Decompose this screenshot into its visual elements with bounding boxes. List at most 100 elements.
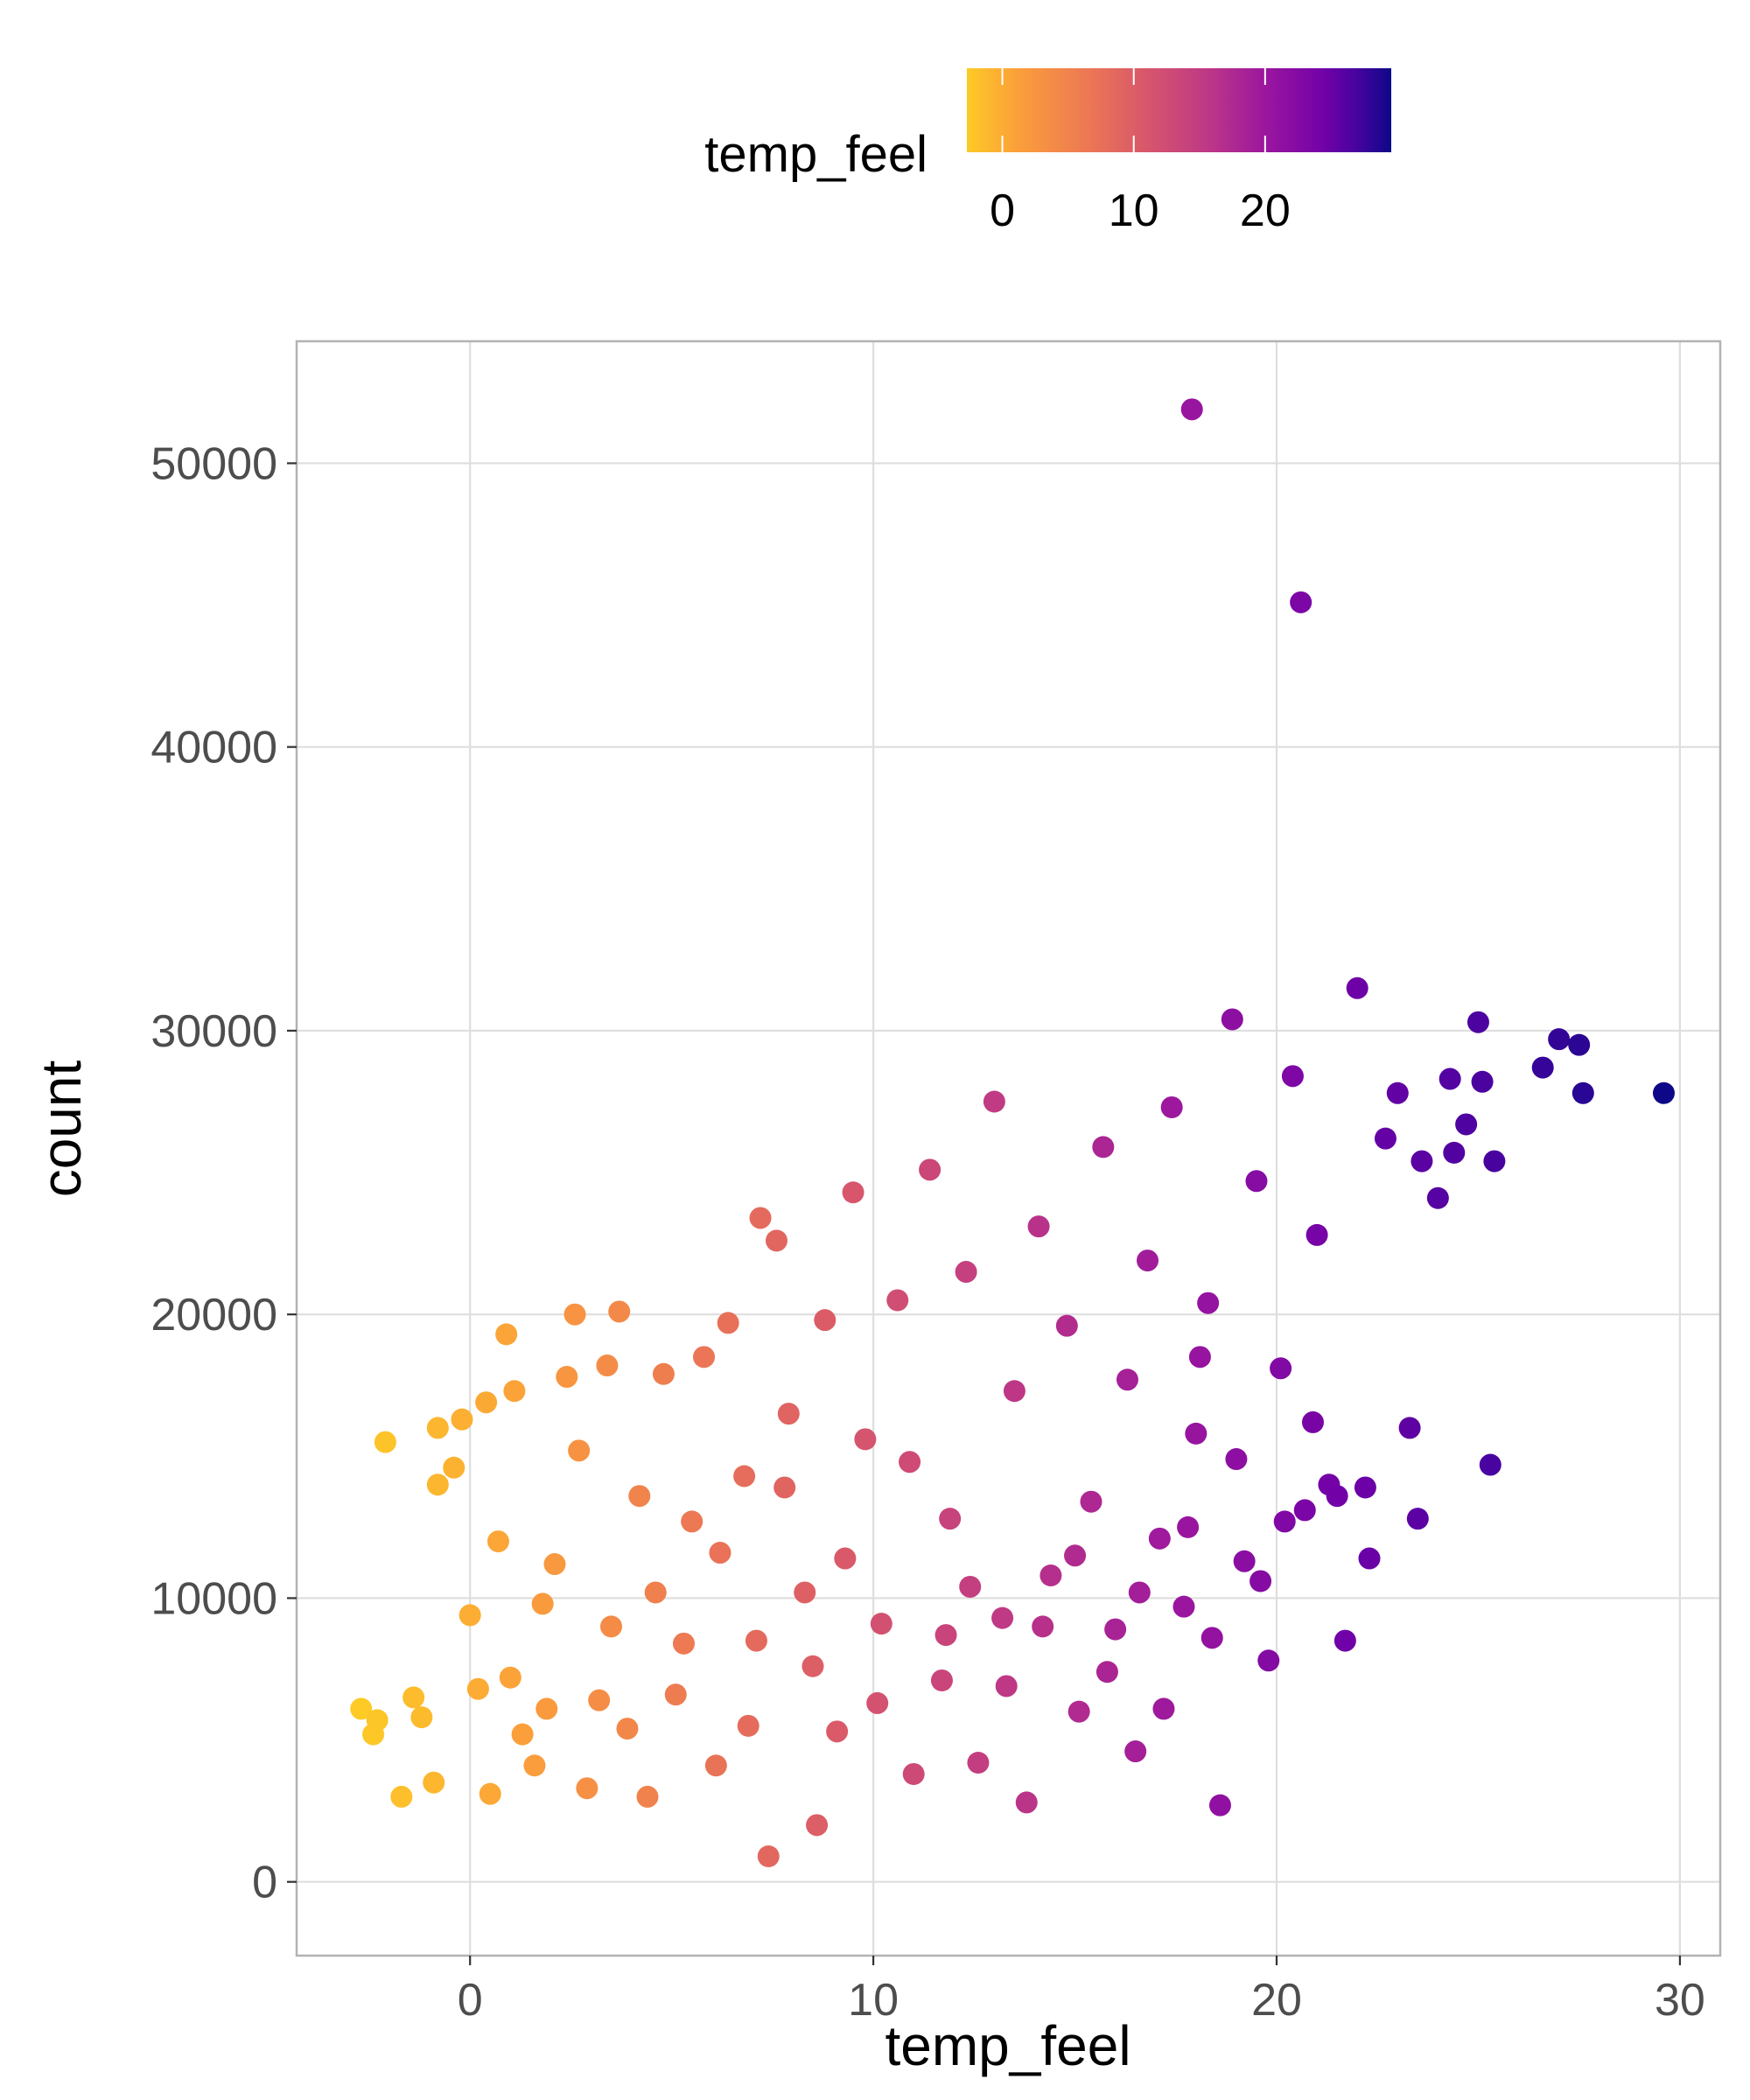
data-point: [543, 1553, 566, 1576]
data-point: [777, 1403, 800, 1425]
x-tick-label: 10: [848, 1975, 899, 2026]
data-point: [1410, 1150, 1433, 1172]
data-point: [1027, 1215, 1050, 1238]
data-point: [486, 1530, 509, 1553]
data-point: [1172, 1595, 1195, 1618]
data-point: [757, 1845, 780, 1868]
data-point: [1257, 1649, 1280, 1672]
data-point: [458, 1604, 481, 1627]
data-point: [1281, 1065, 1304, 1088]
data-point: [1233, 1550, 1256, 1572]
data-point: [443, 1456, 466, 1479]
legend-tick-label: 10: [1109, 186, 1159, 236]
data-point: [737, 1714, 760, 1737]
data-point: [1548, 1028, 1571, 1051]
panel-background: [297, 341, 1720, 1956]
data-point: [1068, 1700, 1090, 1723]
data-point: [991, 1606, 1014, 1629]
data-point: [616, 1718, 639, 1740]
data-point: [967, 1752, 990, 1774]
data-point: [1148, 1527, 1171, 1550]
data-point: [814, 1309, 836, 1332]
data-point: [1358, 1547, 1381, 1570]
data-point: [1152, 1698, 1175, 1720]
legend: temp_feel 0 10 20: [704, 68, 1391, 236]
data-point: [1124, 1740, 1147, 1763]
data-point: [1177, 1516, 1200, 1538]
data-point: [495, 1323, 518, 1346]
data-point: [1652, 1082, 1675, 1104]
data-point: [842, 1181, 864, 1204]
data-point: [374, 1431, 396, 1453]
data-point: [568, 1439, 591, 1462]
legend-ticks: 0 10 20: [990, 68, 1291, 236]
y-axis-title: count: [30, 1060, 93, 1198]
data-point: [596, 1354, 619, 1377]
data-point: [806, 1814, 829, 1837]
data-point: [899, 1451, 921, 1474]
data-point: [1180, 398, 1203, 421]
legend-title: temp_feel: [704, 126, 928, 183]
data-point: [1245, 1170, 1268, 1193]
data-point: [1104, 1618, 1127, 1641]
data-point: [1398, 1417, 1421, 1439]
data-point: [636, 1785, 659, 1808]
y-tick-label: 10000: [150, 1573, 277, 1624]
data-point: [870, 1613, 892, 1635]
data-point: [681, 1510, 704, 1533]
data-point: [1374, 1127, 1396, 1150]
data-point: [672, 1632, 695, 1655]
data-point: [600, 1615, 623, 1638]
data-point: [499, 1666, 522, 1689]
data-point: [774, 1476, 796, 1499]
data-point: [523, 1754, 546, 1777]
x-tick-label: 30: [1655, 1975, 1705, 2026]
data-point: [503, 1380, 526, 1403]
data-point: [531, 1592, 554, 1615]
data-point: [826, 1720, 849, 1743]
data-point: [366, 1709, 388, 1732]
data-point: [1466, 1011, 1489, 1033]
y-tick-label: 50000: [150, 438, 277, 489]
data-point: [1096, 1661, 1118, 1684]
data-point: [1293, 1499, 1316, 1522]
data-point: [1443, 1141, 1466, 1164]
legend-tick-label: 0: [990, 186, 1015, 236]
data-point: [745, 1629, 767, 1652]
x-axis-ticks: 0 10 20 30: [458, 1956, 1705, 2026]
data-point: [1346, 976, 1368, 999]
data-point: [1160, 1096, 1183, 1118]
data-point: [749, 1207, 772, 1229]
data-point: [765, 1229, 788, 1252]
data-point: [1479, 1453, 1502, 1476]
data-point: [664, 1684, 687, 1706]
data-point: [1064, 1544, 1087, 1567]
data-point: [1572, 1082, 1594, 1104]
plot-panel: [295, 340, 1722, 1957]
data-point: [1301, 1410, 1324, 1433]
data-point: [608, 1300, 631, 1323]
points-layer: [350, 398, 1675, 1868]
data-point: [1225, 1448, 1248, 1471]
y-tick-label: 20000: [150, 1290, 277, 1340]
data-point: [1471, 1070, 1494, 1093]
data-point: [1040, 1564, 1062, 1587]
data-point: [1270, 1357, 1292, 1380]
data-point: [402, 1686, 425, 1709]
data-point: [983, 1090, 1005, 1113]
data-point: [1221, 1008, 1243, 1031]
data-point: [1354, 1476, 1376, 1499]
data-point: [479, 1782, 501, 1805]
data-point: [1306, 1223, 1328, 1246]
data-point: [410, 1706, 433, 1729]
data-point: [886, 1289, 909, 1312]
data-point: [1455, 1113, 1478, 1136]
y-tick-label: 40000: [150, 723, 277, 774]
data-point: [955, 1261, 977, 1284]
data-point: [866, 1691, 889, 1714]
data-point: [1055, 1314, 1078, 1337]
data-point: [1386, 1082, 1409, 1104]
panel-border: [295, 340, 1722, 1957]
data-point: [350, 1698, 373, 1720]
